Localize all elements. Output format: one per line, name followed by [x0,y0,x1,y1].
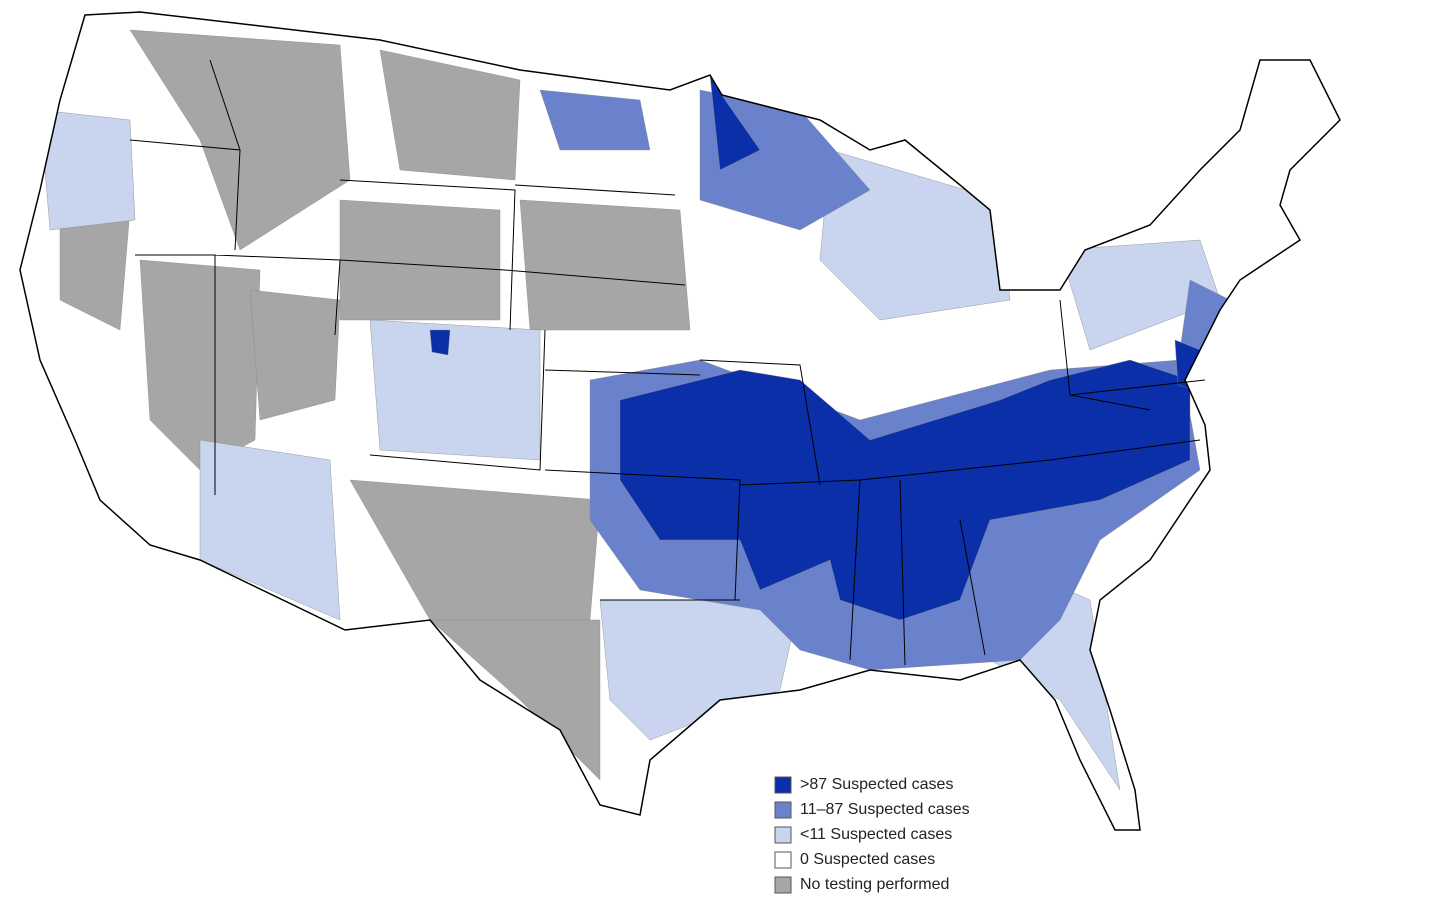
region-patch [379,49,521,181]
legend-label: <11 Suspected cases [800,826,952,843]
region-patch [339,199,501,321]
legend-swatch [774,876,792,894]
legend-swatch [774,801,792,819]
region-patch [429,329,451,356]
legend-label: >87 Suspected cases [800,776,953,793]
region-patch [539,89,651,151]
region-patch [519,199,691,331]
region-patch [249,289,341,421]
region-patch [619,359,1191,621]
legend-swatch [774,826,792,844]
region-patch [129,29,351,251]
legend: >87 Suspected cases 11–87 Suspected cases… [774,776,970,894]
legend-swatch [774,776,792,794]
region-patch [369,319,541,461]
region-patch [429,619,601,781]
legend-swatch [774,851,792,869]
state-borders [129,59,1206,666]
legend-label: No testing performed [800,876,949,893]
legend-label: 11–87 Suspected cases [800,801,970,818]
region-patch [199,439,341,621]
legend-label: 0 Suspected cases [800,851,935,868]
region-patch [39,109,136,231]
region-patch [599,599,801,741]
